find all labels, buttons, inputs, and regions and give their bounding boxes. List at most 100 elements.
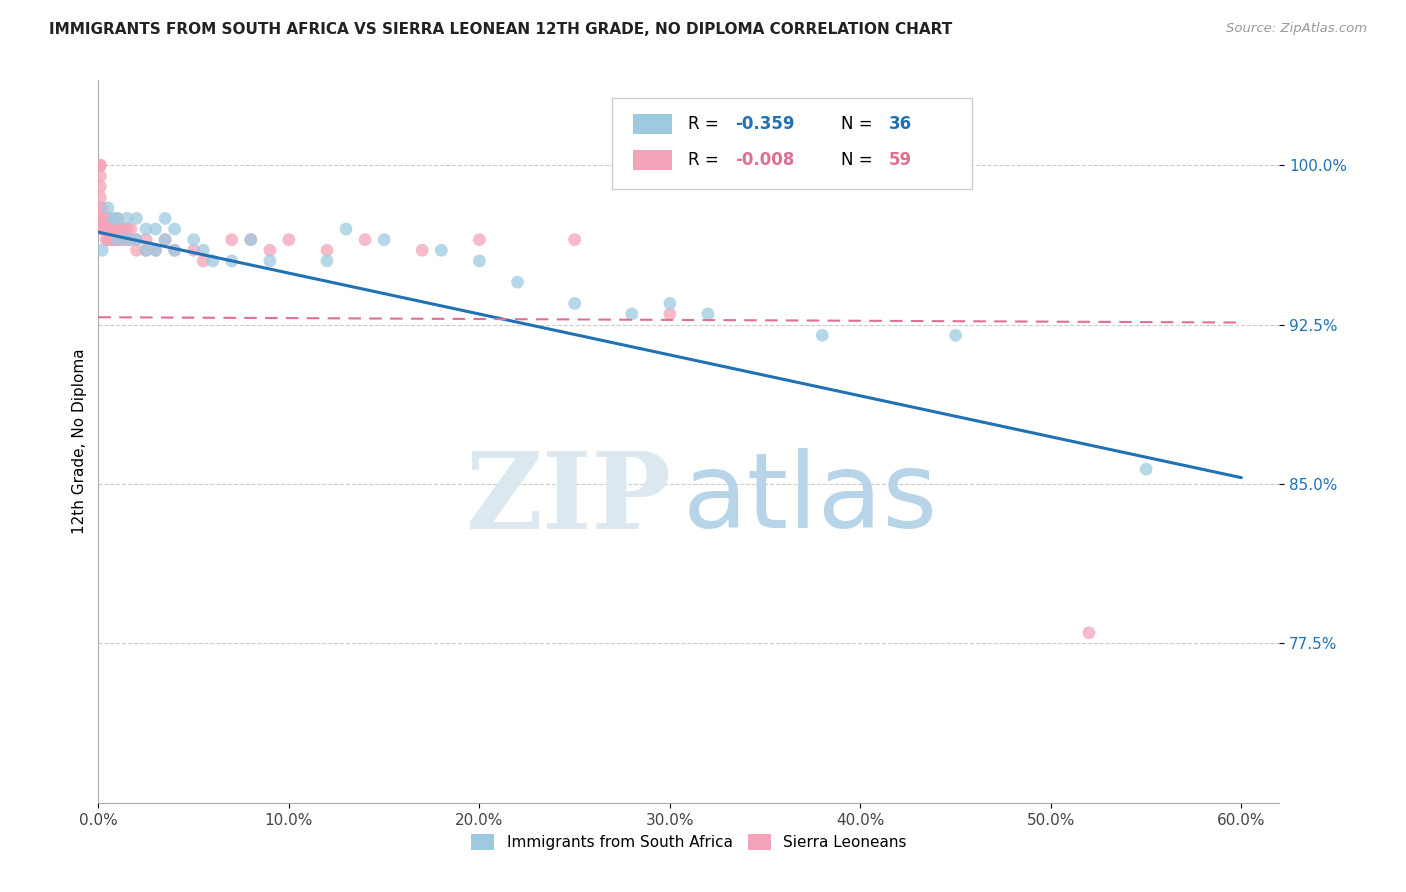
Point [506, 275, 529, 289]
Point [564, 296, 586, 310]
Point [697, 307, 720, 321]
Point [91, 201, 114, 215]
Point [94, 233, 117, 247]
Point [120, 233, 142, 247]
Point [145, 244, 167, 258]
Point [115, 233, 138, 247]
Text: N =: N = [841, 115, 879, 133]
Point [125, 244, 148, 258]
Point [183, 233, 205, 247]
Point [107, 211, 129, 226]
Point [153, 211, 176, 226]
Point [1135, 462, 1157, 476]
Point [103, 211, 125, 226]
Point [145, 244, 167, 258]
Point [104, 233, 127, 247]
Point [125, 211, 148, 226]
Point [135, 233, 157, 247]
Point [115, 233, 138, 247]
Point [221, 233, 243, 247]
Point [104, 222, 127, 236]
Point [135, 244, 157, 258]
Point [259, 253, 281, 268]
Point [201, 253, 224, 268]
Point [193, 253, 215, 268]
Point [107, 233, 129, 247]
Point [97, 233, 120, 247]
Point [112, 222, 135, 236]
Point [564, 233, 586, 247]
Text: N =: N = [841, 151, 879, 169]
Y-axis label: 12th Grade, No Diploma: 12th Grade, No Diploma [72, 349, 87, 534]
Text: 59: 59 [889, 151, 911, 169]
Point [259, 244, 281, 258]
Point [811, 328, 834, 343]
Point [153, 233, 176, 247]
Point [89, 222, 111, 236]
Point [94, 211, 117, 226]
Point [103, 222, 125, 236]
Point [97, 201, 120, 215]
Point [163, 222, 186, 236]
Point [103, 233, 125, 247]
Point [1078, 625, 1101, 640]
Point [98, 233, 121, 247]
Point [430, 244, 453, 258]
Point [335, 222, 357, 236]
Point [239, 233, 262, 247]
Point [239, 233, 262, 247]
Point [468, 253, 491, 268]
Point [658, 296, 681, 310]
Point [277, 233, 299, 247]
Point [221, 253, 243, 268]
Point [658, 307, 681, 321]
Point [100, 233, 122, 247]
Point [100, 222, 122, 236]
Point [112, 233, 135, 247]
Point [89, 179, 111, 194]
Point [316, 253, 339, 268]
Point [153, 233, 176, 247]
Point [468, 233, 491, 247]
Point [145, 222, 167, 236]
Text: ZIP: ZIP [465, 448, 671, 551]
Point [135, 222, 157, 236]
Point [107, 222, 129, 236]
Point [91, 222, 114, 236]
Point [97, 222, 120, 236]
Point [89, 201, 111, 215]
Point [163, 244, 186, 258]
Point [125, 233, 148, 247]
Point [163, 244, 186, 258]
Point [107, 211, 129, 226]
Bar [634, 113, 672, 134]
Legend: Immigrants from South Africa, Sierra Leoneans: Immigrants from South Africa, Sierra Leo… [465, 829, 912, 856]
Point [98, 222, 121, 236]
Point [91, 211, 114, 226]
Text: Source: ZipAtlas.com: Source: ZipAtlas.com [1226, 22, 1367, 36]
Point [120, 222, 142, 236]
Point [107, 233, 129, 247]
Point [94, 222, 117, 236]
Point [110, 233, 132, 247]
Text: -0.359: -0.359 [735, 115, 794, 133]
Point [89, 211, 111, 226]
Point [115, 211, 138, 226]
Point [411, 244, 433, 258]
Point [89, 158, 111, 172]
Point [93, 211, 115, 226]
Text: IMMIGRANTS FROM SOUTH AFRICA VS SIERRA LEONEAN 12TH GRADE, NO DIPLOMA CORRELATIO: IMMIGRANTS FROM SOUTH AFRICA VS SIERRA L… [49, 22, 952, 37]
Point [354, 233, 377, 247]
Point [97, 211, 120, 226]
Point [135, 244, 157, 258]
Point [91, 244, 114, 258]
Bar [634, 150, 672, 169]
FancyBboxPatch shape [612, 98, 973, 189]
Text: R =: R = [688, 115, 724, 133]
Text: atlas: atlas [683, 449, 938, 550]
Point [89, 169, 111, 183]
Point [115, 222, 138, 236]
Point [945, 328, 967, 343]
Point [316, 244, 339, 258]
Text: 36: 36 [889, 115, 911, 133]
